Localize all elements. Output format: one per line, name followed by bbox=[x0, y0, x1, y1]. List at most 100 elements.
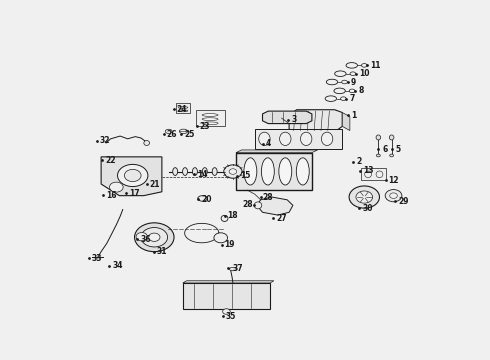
Polygon shape bbox=[236, 150, 318, 153]
Ellipse shape bbox=[334, 88, 345, 94]
Text: 24: 24 bbox=[176, 105, 187, 114]
Circle shape bbox=[222, 309, 230, 314]
Ellipse shape bbox=[390, 154, 393, 157]
Ellipse shape bbox=[326, 79, 338, 85]
Text: 23: 23 bbox=[199, 122, 210, 131]
Ellipse shape bbox=[341, 97, 346, 100]
Ellipse shape bbox=[296, 158, 309, 185]
Ellipse shape bbox=[335, 71, 346, 76]
Text: 15: 15 bbox=[240, 171, 250, 180]
Text: 37: 37 bbox=[233, 264, 244, 273]
Polygon shape bbox=[342, 112, 350, 131]
Ellipse shape bbox=[244, 158, 257, 185]
Ellipse shape bbox=[376, 171, 383, 177]
Text: 3: 3 bbox=[292, 116, 296, 125]
Bar bbox=[255, 129, 342, 149]
Ellipse shape bbox=[300, 132, 312, 145]
Text: 34: 34 bbox=[112, 261, 122, 270]
Circle shape bbox=[135, 223, 174, 252]
Ellipse shape bbox=[350, 72, 356, 76]
Ellipse shape bbox=[261, 158, 274, 185]
Circle shape bbox=[385, 190, 402, 202]
Text: 7: 7 bbox=[349, 94, 355, 103]
Text: 17: 17 bbox=[129, 189, 140, 198]
Text: 4: 4 bbox=[266, 139, 271, 148]
Bar bbox=[236, 153, 312, 190]
Ellipse shape bbox=[165, 129, 172, 134]
Circle shape bbox=[356, 191, 373, 203]
Circle shape bbox=[390, 193, 397, 198]
Ellipse shape bbox=[229, 267, 236, 271]
Ellipse shape bbox=[198, 196, 207, 201]
Ellipse shape bbox=[342, 80, 347, 84]
Ellipse shape bbox=[321, 132, 333, 145]
Text: 8: 8 bbox=[358, 86, 364, 95]
Circle shape bbox=[349, 186, 379, 208]
Polygon shape bbox=[183, 281, 274, 283]
Circle shape bbox=[118, 165, 148, 186]
Ellipse shape bbox=[259, 132, 270, 145]
Text: 35: 35 bbox=[226, 312, 236, 321]
Ellipse shape bbox=[202, 114, 218, 116]
Text: 28: 28 bbox=[243, 200, 253, 209]
Text: 1: 1 bbox=[351, 111, 356, 120]
Bar bbox=[196, 110, 224, 126]
Ellipse shape bbox=[362, 64, 367, 67]
Ellipse shape bbox=[376, 135, 381, 140]
Ellipse shape bbox=[325, 96, 337, 102]
Text: 6: 6 bbox=[382, 145, 388, 154]
Ellipse shape bbox=[178, 110, 188, 112]
Ellipse shape bbox=[179, 129, 188, 134]
Text: 30: 30 bbox=[363, 204, 373, 213]
Ellipse shape bbox=[144, 140, 149, 145]
Text: 2: 2 bbox=[356, 157, 361, 166]
Ellipse shape bbox=[202, 122, 218, 125]
Ellipse shape bbox=[346, 63, 358, 68]
Circle shape bbox=[109, 182, 123, 192]
Bar bbox=[183, 283, 270, 309]
Circle shape bbox=[124, 170, 141, 181]
Text: 13: 13 bbox=[364, 166, 374, 175]
Polygon shape bbox=[101, 157, 162, 195]
Text: 9: 9 bbox=[351, 77, 356, 86]
Ellipse shape bbox=[212, 168, 217, 175]
Ellipse shape bbox=[221, 215, 228, 221]
Text: 28: 28 bbox=[263, 193, 273, 202]
Ellipse shape bbox=[202, 168, 207, 175]
Text: 20: 20 bbox=[201, 195, 212, 204]
Polygon shape bbox=[263, 111, 312, 123]
Text: 19: 19 bbox=[224, 240, 235, 249]
Text: 14: 14 bbox=[197, 170, 208, 179]
Circle shape bbox=[229, 169, 237, 174]
Circle shape bbox=[148, 233, 160, 242]
Text: 10: 10 bbox=[359, 69, 369, 78]
Ellipse shape bbox=[365, 171, 371, 177]
Text: 27: 27 bbox=[276, 214, 287, 223]
Text: 32: 32 bbox=[99, 136, 110, 145]
Text: 18: 18 bbox=[227, 211, 238, 220]
Text: 26: 26 bbox=[167, 130, 177, 139]
Ellipse shape bbox=[279, 158, 292, 185]
Text: 31: 31 bbox=[157, 247, 167, 256]
Circle shape bbox=[214, 233, 227, 243]
Text: 11: 11 bbox=[370, 61, 381, 70]
Text: 5: 5 bbox=[395, 145, 400, 154]
Ellipse shape bbox=[183, 168, 188, 175]
Ellipse shape bbox=[193, 168, 197, 175]
Ellipse shape bbox=[202, 118, 218, 121]
Ellipse shape bbox=[280, 132, 291, 145]
Text: 29: 29 bbox=[398, 197, 409, 206]
Text: 22: 22 bbox=[105, 156, 116, 165]
Bar bbox=[176, 103, 190, 113]
Ellipse shape bbox=[254, 202, 262, 209]
Circle shape bbox=[224, 165, 242, 178]
Bar bbox=[361, 168, 386, 180]
Text: 25: 25 bbox=[184, 130, 195, 139]
Circle shape bbox=[136, 233, 147, 241]
Ellipse shape bbox=[390, 135, 394, 140]
Ellipse shape bbox=[178, 107, 188, 108]
Text: 33: 33 bbox=[92, 253, 102, 262]
Text: 36: 36 bbox=[140, 235, 151, 244]
Ellipse shape bbox=[349, 89, 355, 93]
Ellipse shape bbox=[172, 168, 178, 175]
